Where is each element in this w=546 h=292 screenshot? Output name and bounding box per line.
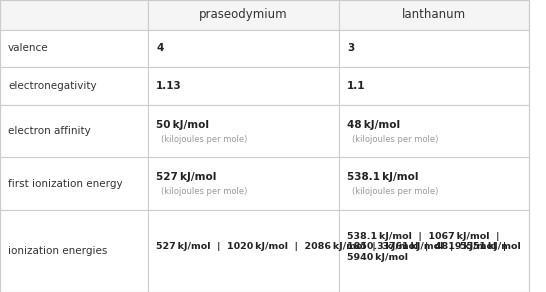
Text: first ionization energy: first ionization energy	[8, 179, 122, 189]
Bar	[339, 0, 530, 29]
Bar	[339, 29, 530, 67]
Bar	[0, 105, 149, 157]
Text: (kilojoules per mole): (kilojoules per mole)	[352, 187, 438, 196]
Text: 1.1: 1.1	[347, 81, 365, 91]
Text: (kilojoules per mole): (kilojoules per mole)	[162, 187, 248, 196]
Text: 48 kJ/mol: 48 kJ/mol	[347, 120, 400, 130]
Bar	[149, 67, 339, 105]
Text: 538.1 kJ/mol: 538.1 kJ/mol	[347, 173, 418, 182]
Bar	[149, 0, 339, 29]
Text: electron affinity: electron affinity	[8, 126, 91, 136]
Bar	[0, 29, 149, 67]
Text: 3: 3	[347, 44, 354, 53]
Bar	[149, 210, 339, 292]
Bar	[339, 67, 530, 105]
Bar	[0, 67, 149, 105]
Text: electronegativity: electronegativity	[8, 81, 97, 91]
Text: 527 kJ/mol  |  1020 kJ/mol  |  2086 kJ/mol  |  3761 kJ/mol  |  5551 kJ/mol: 527 kJ/mol | 1020 kJ/mol | 2086 kJ/mol |…	[156, 242, 521, 251]
Bar	[149, 105, 339, 157]
Text: praseodymium: praseodymium	[199, 8, 288, 21]
Bar	[339, 210, 530, 292]
Bar	[0, 210, 149, 292]
Text: 4: 4	[156, 44, 164, 53]
Text: valence: valence	[8, 44, 49, 53]
Text: 538.1 kJ/mol  |  1067 kJ/mol  |  1850.3 kJ/mol  |  4819 kJ/mol  |  5940 kJ/mol: 538.1 kJ/mol | 1067 kJ/mol | 1850.3 kJ/m…	[347, 232, 509, 262]
Bar	[149, 157, 339, 210]
Text: 527 kJ/mol: 527 kJ/mol	[156, 173, 217, 182]
Bar	[339, 157, 530, 210]
Bar	[149, 29, 339, 67]
Text: 1.13: 1.13	[156, 81, 182, 91]
Bar	[339, 105, 530, 157]
Text: (kilojoules per mole): (kilojoules per mole)	[162, 135, 248, 144]
Text: 50 kJ/mol: 50 kJ/mol	[156, 120, 209, 130]
Text: (kilojoules per mole): (kilojoules per mole)	[352, 135, 438, 144]
Text: ionization energies: ionization energies	[8, 246, 108, 256]
Bar	[0, 157, 149, 210]
Text: lanthanum: lanthanum	[402, 8, 466, 21]
Bar	[0, 0, 149, 29]
